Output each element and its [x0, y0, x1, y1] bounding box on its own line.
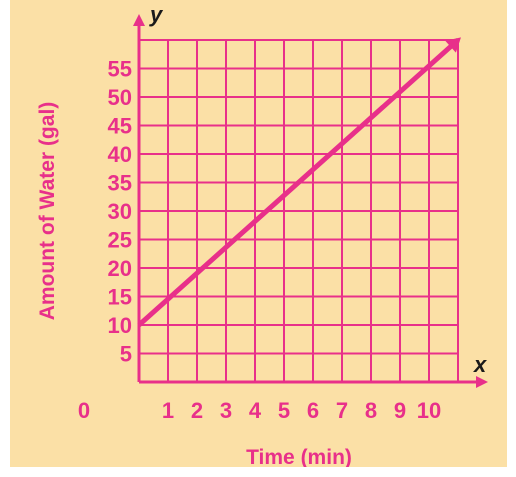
series-arrow-head	[445, 37, 461, 53]
x-tick-label: 9	[394, 398, 406, 423]
x-tick-label: 4	[249, 398, 262, 423]
x-axis-letter: x	[473, 352, 487, 377]
grid	[138, 39, 459, 383]
series-layer	[137, 37, 461, 327]
origin-label: 0	[78, 398, 90, 423]
x-tick-label: 5	[278, 398, 290, 423]
y-tick-label: 5	[120, 342, 132, 367]
series-line	[137, 38, 460, 327]
x-tick-label: 8	[365, 398, 377, 423]
y-axis-letter: y	[149, 2, 164, 27]
y-tick-label: 40	[108, 142, 132, 167]
axes	[133, 14, 488, 388]
y-axis-arrow	[133, 14, 145, 26]
y-tick-label: 35	[108, 171, 132, 196]
y-tick-label: 55	[108, 57, 132, 82]
x-tick-label: 7	[336, 398, 348, 423]
y-tick-label: 50	[108, 85, 132, 110]
y-tick-label: 25	[108, 228, 132, 253]
x-axis-title: Time (min)	[246, 446, 352, 467]
y-tick-label: 45	[108, 114, 132, 139]
y-tick-label: 10	[108, 313, 132, 338]
y-tick-label: 30	[108, 199, 132, 224]
x-tick-label: 3	[220, 398, 232, 423]
y-tick-label: 20	[108, 256, 132, 281]
x-tick-label: 6	[307, 398, 319, 423]
x-tick-label: 10	[417, 398, 441, 423]
x-tick-label: 2	[191, 398, 203, 423]
x-axis-arrow	[476, 376, 488, 388]
x-tick-label: 1	[162, 398, 174, 423]
chart-frame: 1 2 3 4 5 6 7 8 9 10 5 10 15 20 25 30 35 40 45 50 55 Amount …	[10, 0, 507, 467]
y-tick-label: 15	[108, 285, 132, 310]
y-axis-title: Amount of Water (gal)	[36, 102, 59, 321]
